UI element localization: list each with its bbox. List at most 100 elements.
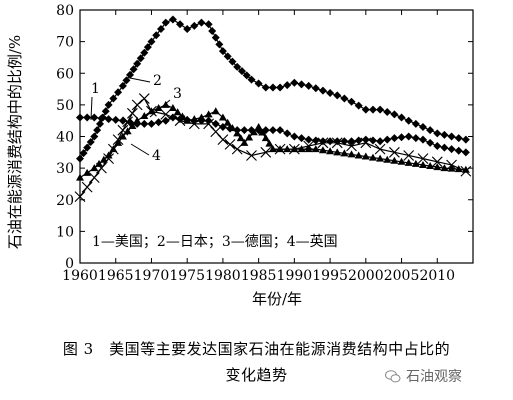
- data-point: [447, 132, 456, 141]
- data-point: [118, 132, 127, 140]
- data-point: [247, 75, 256, 84]
- data-point: [403, 150, 415, 161]
- data-point: [147, 119, 156, 128]
- series-label-leader: [90, 96, 93, 121]
- data-point: [161, 18, 170, 27]
- figure-caption-line-1: 图 3 美国等主要发达国家石油在能源消费结构中占比的: [62, 340, 451, 358]
- data-point: [140, 48, 149, 57]
- data-point: [140, 119, 149, 128]
- y-tick-label: 0: [65, 256, 74, 272]
- data-point: [90, 113, 99, 122]
- data-point: [211, 119, 220, 128]
- x-tick-label: 1990: [277, 268, 313, 284]
- data-point: [174, 115, 186, 127]
- data-point: [118, 81, 127, 90]
- data-point: [188, 118, 200, 130]
- data-point: [288, 143, 300, 155]
- data-point: [297, 80, 306, 89]
- data-point: [397, 157, 406, 165]
- data-point: [426, 138, 435, 147]
- data-point: [223, 118, 232, 126]
- data-point: [245, 133, 254, 141]
- data-point: [376, 137, 385, 146]
- data-point: [197, 113, 206, 121]
- data-point: [74, 191, 86, 202]
- data-point: [129, 65, 138, 74]
- data-point: [104, 115, 113, 124]
- series-number-label: 1: [91, 81, 100, 97]
- data-point: [431, 156, 443, 168]
- data-point: [228, 124, 237, 132]
- data-point: [404, 132, 413, 141]
- data-point: [83, 143, 92, 152]
- data-point: [197, 18, 206, 27]
- data-point: [83, 168, 92, 176]
- data-point: [240, 126, 249, 135]
- data-point: [361, 105, 370, 114]
- data-point: [374, 143, 386, 155]
- data-point: [347, 137, 356, 146]
- data-point: [240, 138, 249, 146]
- data-point: [161, 100, 170, 108]
- watermark-text: 石油观察: [406, 369, 462, 385]
- legend-text: 1—美国；2—日本；3—德国；4—英国: [92, 233, 338, 250]
- data-point: [76, 154, 84, 163]
- series-label-leader: [149, 99, 171, 118]
- data-point: [79, 149, 88, 158]
- data-point: [390, 156, 399, 164]
- data-point: [461, 135, 470, 144]
- data-point: [254, 123, 263, 131]
- data-point: [318, 86, 327, 95]
- data-point: [390, 110, 399, 119]
- data-point: [133, 59, 142, 68]
- data-point: [104, 100, 113, 109]
- data-point: [454, 134, 463, 143]
- series-label-leader: [129, 77, 151, 83]
- data-point: [326, 89, 335, 98]
- data-point: [440, 130, 449, 139]
- data-point: [96, 162, 107, 174]
- data-point: [446, 159, 457, 171]
- data-point: [140, 111, 149, 119]
- data-point: [404, 158, 413, 166]
- data-point: [204, 20, 213, 29]
- y-axis-label: 石油在能源消费结构中的比例/%: [6, 35, 24, 249]
- y-tick-label: 30: [56, 161, 74, 177]
- data-point: [109, 94, 118, 103]
- data-point: [183, 24, 192, 33]
- data-point: [128, 121, 137, 129]
- data-point: [178, 112, 187, 120]
- data-point: [168, 15, 177, 24]
- data-point: [418, 160, 427, 168]
- data-point: [411, 159, 420, 167]
- data-point: [368, 136, 377, 145]
- data-point: [368, 153, 377, 161]
- data-point: [265, 139, 274, 147]
- data-point: [389, 146, 400, 158]
- x-tick-label: 1960: [62, 268, 98, 284]
- data-point: [276, 83, 285, 92]
- data-point: [426, 162, 435, 170]
- series-layer: 1 23 4: [74, 15, 472, 202]
- data-point: [417, 153, 429, 165]
- data-point: [88, 172, 100, 184]
- data-point: [304, 135, 313, 144]
- data-point: [204, 110, 213, 118]
- data-point: [126, 70, 135, 79]
- data-point: [190, 21, 199, 30]
- data-point: [311, 84, 320, 93]
- y-tick-label: 20: [56, 193, 74, 209]
- data-point: [204, 116, 213, 125]
- data-point: [138, 93, 150, 104]
- data-point: [242, 71, 251, 80]
- data-point: [231, 143, 243, 155]
- data-point: [360, 137, 372, 149]
- y-tick-label: 80: [56, 3, 74, 19]
- data-point: [131, 99, 143, 111]
- data-point: [249, 128, 258, 136]
- data-point: [404, 116, 413, 125]
- data-point: [340, 137, 349, 146]
- data-point: [117, 124, 129, 136]
- data-point: [333, 91, 342, 100]
- data-point: [304, 81, 313, 90]
